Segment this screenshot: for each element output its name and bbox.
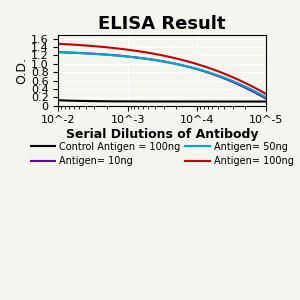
Antigen= 100ng: [124, 48, 128, 51]
Antigen= 10ng: [208, 71, 211, 75]
Line: Antigen= 10ng: Antigen= 10ng: [58, 52, 266, 99]
Antigen= 50ng: [56, 50, 60, 54]
Antigen= 10ng: [139, 56, 142, 60]
Control Antigen = 100ng: [82, 99, 85, 103]
Antigen= 100ng: [139, 50, 142, 53]
Title: ELISA Result: ELISA Result: [98, 15, 226, 33]
Antigen= 50ng: [206, 70, 210, 74]
Control Antigen = 100ng: [206, 100, 210, 103]
Antigen= 10ng: [264, 97, 268, 101]
Control Antigen = 100ng: [187, 100, 191, 103]
X-axis label: Serial Dilutions of Antibody: Serial Dilutions of Antibody: [66, 128, 259, 141]
Line: Antigen= 100ng: Antigen= 100ng: [58, 44, 266, 94]
Antigen= 100ng: [56, 42, 60, 46]
Control Antigen = 100ng: [208, 100, 211, 103]
Antigen= 100ng: [206, 66, 210, 70]
Antigen= 50ng: [187, 65, 191, 69]
Antigen= 50ng: [208, 71, 211, 74]
Antigen= 50ng: [264, 95, 268, 99]
Control Antigen = 100ng: [56, 98, 60, 102]
Y-axis label: O.D.: O.D.: [15, 57, 28, 84]
Control Antigen = 100ng: [264, 100, 268, 103]
Legend: Control Antigen = 100ng, Antigen= 10ng, Antigen= 50ng, Antigen= 100ng: Control Antigen = 100ng, Antigen= 10ng, …: [27, 138, 297, 170]
Control Antigen = 100ng: [139, 100, 142, 103]
Antigen= 10ng: [206, 71, 210, 74]
Antigen= 10ng: [124, 55, 128, 58]
Antigen= 100ng: [208, 66, 211, 70]
Antigen= 100ng: [264, 92, 268, 96]
Control Antigen = 100ng: [124, 100, 128, 103]
Antigen= 10ng: [187, 65, 191, 69]
Line: Antigen= 50ng: Antigen= 50ng: [58, 52, 266, 97]
Line: Control Antigen = 100ng: Control Antigen = 100ng: [58, 100, 266, 101]
Antigen= 100ng: [187, 60, 191, 64]
Antigen= 50ng: [124, 55, 128, 58]
Antigen= 10ng: [56, 50, 60, 54]
Antigen= 50ng: [139, 56, 142, 60]
Antigen= 50ng: [82, 51, 85, 55]
Antigen= 10ng: [82, 51, 85, 55]
Antigen= 100ng: [82, 44, 85, 47]
